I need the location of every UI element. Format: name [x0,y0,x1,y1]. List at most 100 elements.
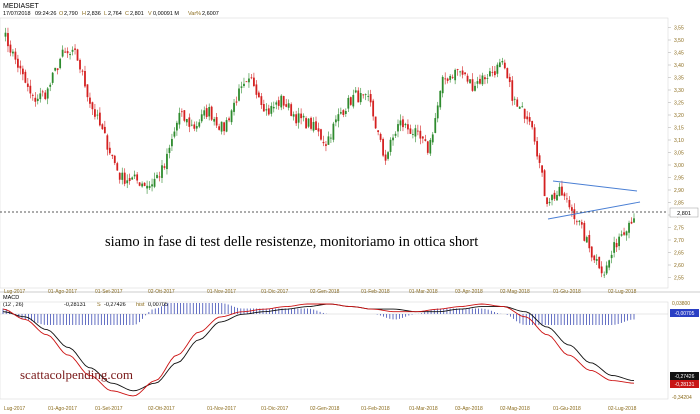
price-tick-label: 2,70 [674,238,684,244]
candle-body [262,104,265,112]
signal-value: -0,27426 [104,302,126,308]
candle-body [260,96,263,106]
candle-body [190,124,193,126]
macd-x-label: 02-Lug-2018 [608,406,637,412]
macd-axis-top: 0,03800 [672,301,690,307]
candle-body [613,242,616,253]
candle-body [605,265,608,274]
candle-body [496,64,499,74]
candle-body [506,68,509,79]
candle-body [51,72,54,83]
candle-body [464,72,466,75]
candle-body [238,88,240,101]
last-price-tag [669,207,699,218]
price-tick-label: 3,45 [674,51,684,57]
candle-body [133,174,136,177]
candle-body [270,105,273,114]
candle-body [543,170,546,197]
candle-body [553,192,556,199]
candle-body [4,32,7,37]
candle-body [126,180,129,184]
candle-body [344,111,347,114]
macd-value: -0,28131 [64,302,86,308]
candle-body [287,103,290,108]
candle-body [128,178,131,182]
header-var: 2,6007 [202,11,219,17]
header-volume-label: V [148,11,152,17]
candle-body [623,232,625,235]
candle-body [257,92,260,98]
price-tick-label: 3,00 [674,163,684,169]
candle-body [267,108,270,115]
candle-body [81,70,84,72]
price-tick-label: 3,05 [674,151,684,157]
candle-body [26,83,29,87]
header-low: 2,764 [108,11,122,17]
candle-body [347,97,350,109]
signal-tag [670,372,699,380]
candle-body [277,100,280,106]
candle-body [349,97,352,105]
candle-body [305,118,307,129]
candle-body [151,184,153,187]
candle-body [49,84,52,87]
candle-body [511,80,514,101]
candle-body [320,129,322,140]
triangle-pattern [547,180,641,220]
candle-body [36,98,39,102]
candle-body [272,106,275,109]
candle-body [302,115,305,118]
candle-body [533,127,536,142]
candle-body [538,155,541,163]
price-tick-label: 3,20 [674,113,684,119]
candle-body [44,92,47,99]
candle-body [188,117,191,127]
macd-x-label: 02-Mag-2018 [500,406,530,412]
candle-body [633,218,635,223]
candle-body [98,112,101,126]
macd-plot-frame [0,301,669,400]
candle-body [332,123,335,140]
candle-body [218,126,221,130]
candle-body [568,199,571,208]
candle-body [215,117,218,126]
candle-body [255,84,258,95]
candle-body [29,85,32,94]
candle-body [404,123,407,126]
candle-body [300,113,303,119]
candle-body [59,58,62,69]
candle-body [454,69,457,81]
macd-x-label: 01-Set-2017 [95,406,123,412]
candle-body [163,166,166,168]
candle-body [369,94,372,103]
price-axis: 3,55 3,50 3,45 3,40 3,35 3,30 3,25 3,20 3,15 3,10… [668,26,684,282]
candle-body [253,77,255,87]
header-high: 2,836 [87,11,101,17]
candle-body [526,116,529,120]
candle-body [103,126,106,134]
price-tick-label: 2,75 [674,226,684,232]
candle-body [412,134,414,135]
candle-body [546,197,548,205]
candle-body [426,141,429,153]
candle-body [210,106,213,120]
candle-body [86,84,89,98]
header-volume: 0,00091 M [153,11,179,17]
candle-body [295,114,298,124]
macd-tag-value: -0,28131 [675,382,695,388]
candle-body [106,135,109,150]
candles [4,27,635,278]
candle-body [434,118,437,133]
candle-body [9,44,12,53]
candle-body [17,58,19,68]
candle-body [479,78,481,84]
candle-body [66,51,69,54]
price-tick-label: 2,55 [674,276,684,282]
candle-body [84,71,86,87]
macd-axis-bottom: -0,34204 [672,395,692,401]
candle-body [508,76,511,83]
candle-body [327,136,330,145]
candle-body [397,124,399,132]
candle-body [372,100,375,117]
candle-body [158,176,161,178]
